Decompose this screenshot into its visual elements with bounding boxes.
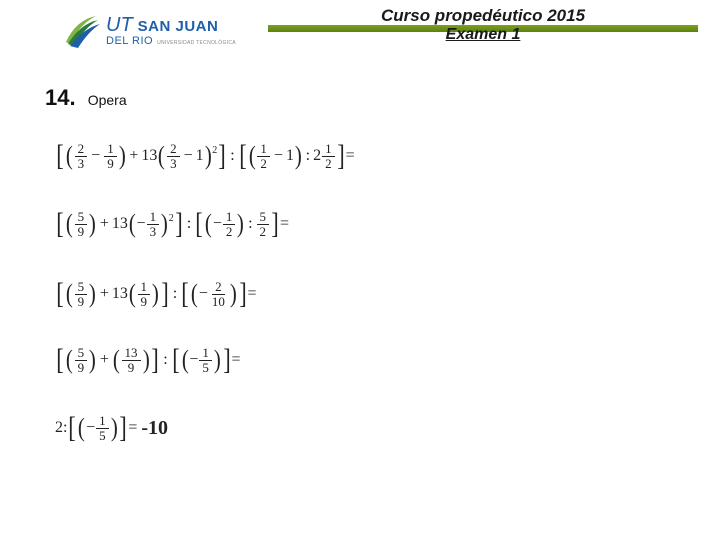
exam-title: Examen 1: [268, 26, 698, 44]
equation-line-1: [( 23 − 19 )+13 ( 23 −1 )2 ]: [( 12 −1 )…: [55, 134, 355, 178]
logo-ut: UT: [106, 14, 133, 37]
equation-line-4: [( 59 )+( 139 )]: [(− 15 )]=: [55, 338, 241, 382]
page-header: UT SAN JUAN DEL RIO UNIVERSIDAD TECNOLÓG…: [0, 0, 720, 62]
question-number-value: 14.: [45, 85, 76, 110]
question-number: 14. Opera: [45, 85, 127, 111]
logo-text-block: UT SAN JUAN DEL RIO UNIVERSIDAD TECNOLÓG…: [106, 14, 236, 47]
question-label: Opera: [88, 92, 127, 108]
logo-primary: SAN JUAN: [138, 18, 219, 35]
logo-secondary: DEL RIO: [106, 35, 153, 47]
equation-line-2: [( 59 )+13 (− 13 )2 ]: [(− 12 ): 52 ]=: [55, 202, 289, 246]
logo-swoosh-icon: [62, 10, 100, 50]
course-title: Curso propedéutico 2015: [268, 6, 698, 26]
equation-line-3: [( 59 )+13 ( 19 )]: [(− 210 )]=: [55, 272, 257, 316]
header-titles: Curso propedéutico 2015 Examen 1: [268, 6, 698, 44]
equation-line-5: 2: [(− 15 )]= -10: [55, 406, 168, 450]
logo-tertiary: UNIVERSIDAD TECNOLÓGICA: [157, 40, 236, 46]
institution-logo: UT SAN JUAN DEL RIO UNIVERSIDAD TECNOLÓG…: [62, 10, 236, 50]
final-answer: -10: [141, 417, 168, 440]
